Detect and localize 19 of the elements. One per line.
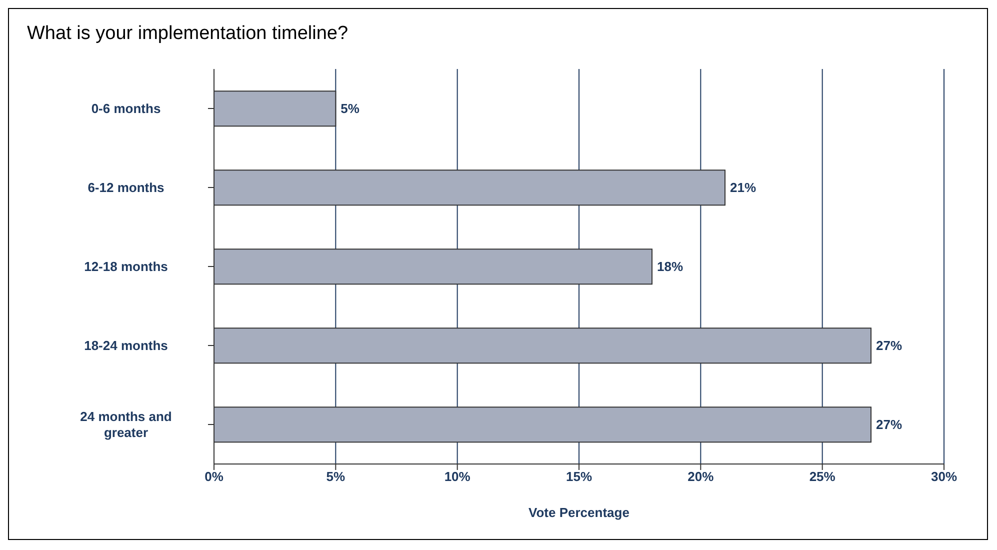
y-tick-label: 12-18 months xyxy=(84,259,168,274)
y-tick-label: 0-6 months xyxy=(91,101,161,116)
x-tick-label: 5% xyxy=(326,469,346,484)
x-tick-label: 30% xyxy=(930,469,958,484)
chart-title: What is your implementation timeline? xyxy=(27,23,348,45)
data-label: 18% xyxy=(657,259,684,274)
data-label: 27% xyxy=(876,417,902,432)
x-axis-title: Vote Percentage xyxy=(528,505,630,520)
x-tick-label: 0% xyxy=(204,469,224,484)
x-tick-label: 10% xyxy=(444,469,471,484)
y-tick-label: 24 months and greater xyxy=(80,409,172,440)
x-tick-label: 15% xyxy=(566,469,592,484)
y-tick-label: 6-12 months xyxy=(88,180,164,196)
x-tick-label: 20% xyxy=(688,469,714,484)
data-label: 27% xyxy=(876,338,902,354)
data-label: 21% xyxy=(730,180,756,196)
x-tick-label: 25% xyxy=(809,469,836,484)
data-label: 5% xyxy=(340,101,360,116)
y-tick-label: 18-24 months xyxy=(84,338,168,354)
